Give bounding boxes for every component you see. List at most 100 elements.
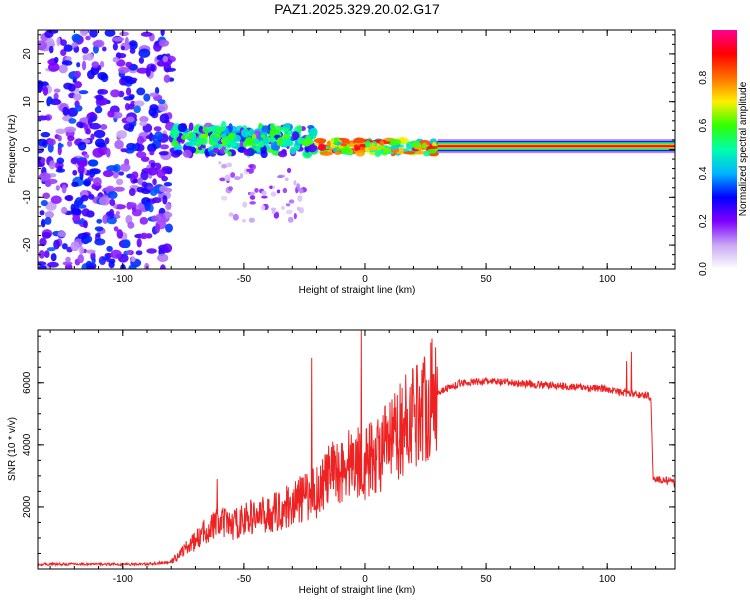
tail-cell xyxy=(219,177,226,182)
noise-cell xyxy=(62,261,73,266)
noise-cell xyxy=(138,57,145,64)
noise-cell xyxy=(55,128,66,135)
noise-cell xyxy=(130,256,136,263)
occ-cell xyxy=(182,149,193,158)
colorbar-tick-label: 0.4 xyxy=(698,166,709,180)
colorbar-tick-label: 0.8 xyxy=(698,70,709,84)
noise-cell xyxy=(144,262,150,269)
y-tick-label: 0 xyxy=(22,146,33,152)
occ-cell xyxy=(212,147,220,154)
noise-cell xyxy=(65,256,71,263)
noise-cell xyxy=(106,165,119,172)
tail-cell xyxy=(296,183,301,190)
occ-cell xyxy=(188,122,194,131)
transition-cell xyxy=(387,138,401,146)
stable-line-band xyxy=(437,145,675,148)
noise-cell xyxy=(104,30,116,37)
noise-cell xyxy=(67,83,76,92)
noise-cell xyxy=(122,239,131,249)
transition-cell xyxy=(353,137,366,144)
noise-cell xyxy=(163,181,173,187)
y-tick-label: -20 xyxy=(22,237,33,252)
noise-cell xyxy=(60,49,67,57)
noise-cell xyxy=(73,200,80,206)
noise-cell xyxy=(47,261,59,268)
noise-cell xyxy=(74,105,83,112)
noise-cell xyxy=(48,62,60,72)
noise-cell xyxy=(38,172,51,182)
occ-cell xyxy=(282,123,291,129)
transition-cell xyxy=(355,149,366,157)
noise-cell xyxy=(85,235,93,243)
noise-cell xyxy=(160,30,165,37)
noise-cell xyxy=(53,56,59,64)
noise-cell xyxy=(91,257,96,264)
noise-cell xyxy=(74,81,83,89)
noise-cell xyxy=(50,253,57,262)
noise-cell xyxy=(136,136,145,145)
noise-cell xyxy=(98,259,105,264)
noise-cell xyxy=(152,178,157,186)
noise-cell xyxy=(126,202,137,208)
noise-cell xyxy=(61,184,67,194)
noise-cell xyxy=(156,169,166,179)
noise-cell xyxy=(149,104,159,111)
noise-cell xyxy=(163,74,171,83)
noise-cell xyxy=(66,140,73,147)
noise-cell xyxy=(159,264,166,269)
transition-cell xyxy=(326,140,331,148)
noise-cell xyxy=(150,64,155,72)
transition-cell xyxy=(317,144,327,151)
transition-cell xyxy=(403,151,416,155)
noise-cell xyxy=(94,106,103,114)
noise-cell xyxy=(48,160,56,170)
noise-cell xyxy=(151,197,162,204)
noise-cell xyxy=(83,220,88,229)
noise-cell xyxy=(161,243,173,254)
noise-cell xyxy=(83,123,89,131)
colorbar-tick-label: 0.0 xyxy=(698,262,709,276)
noise-cell xyxy=(92,40,103,47)
noise-cell xyxy=(64,126,77,133)
noise-cell xyxy=(47,138,56,146)
noise-cell xyxy=(154,131,163,141)
occ-core xyxy=(285,139,294,147)
transition-cell xyxy=(341,146,351,154)
noise-cell xyxy=(132,178,139,184)
noise-cell xyxy=(149,188,158,196)
noise-cell xyxy=(117,52,127,59)
noise-cell xyxy=(93,129,106,139)
noise-cell xyxy=(150,162,156,168)
noise-cell xyxy=(60,206,68,214)
noise-cell xyxy=(106,245,113,252)
noise-cell xyxy=(114,139,124,150)
tail-cell xyxy=(228,212,234,217)
transition-cell xyxy=(411,141,421,148)
noise-cell xyxy=(125,61,133,68)
tail-cell xyxy=(218,160,222,165)
x-tick-label: 0 xyxy=(362,574,368,585)
noise-cell xyxy=(58,143,64,148)
occ-cell xyxy=(215,126,224,134)
noise-cell xyxy=(41,231,52,239)
noise-cell xyxy=(129,42,137,47)
noise-cell xyxy=(133,100,145,107)
tail-cell xyxy=(220,195,228,201)
noise-cell xyxy=(60,39,67,46)
noise-cell xyxy=(46,247,56,252)
noise-cell xyxy=(42,192,51,199)
colorbar-tick-label: 0.2 xyxy=(698,214,709,228)
x-tick-label: 50 xyxy=(481,574,493,585)
noise-cell xyxy=(129,48,136,54)
colorbar-swatch xyxy=(712,30,737,269)
noise-cell xyxy=(40,199,48,207)
noise-cell xyxy=(102,214,109,225)
tail-cell xyxy=(248,164,254,169)
tail-cell xyxy=(261,190,267,196)
occ-core xyxy=(268,136,276,143)
noise-cell xyxy=(86,249,96,254)
noise-cell xyxy=(158,39,170,47)
transition-cell xyxy=(349,142,354,148)
occ-core xyxy=(260,133,266,139)
